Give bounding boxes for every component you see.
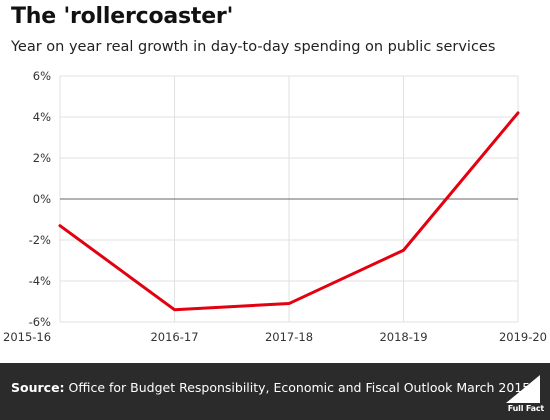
footer-bar: Source: Office for Budget Responsibility… — [0, 363, 550, 420]
source-text: Office for Budget Responsibility, Econom… — [64, 380, 531, 395]
axis-labels: 6% 4% 2% 0% -2% -4% -6%2015-16 2016-17 2017-18 20… — [3, 69, 547, 344]
x-tick-label: 2016-17 — [150, 330, 198, 344]
y-tick-label: 2% — [33, 151, 51, 165]
x-tick-label: 2018-19 — [379, 330, 427, 344]
logo-text: Full Fact — [507, 404, 544, 413]
y-tick-label: -2% — [29, 233, 51, 247]
chart-title: The 'rollercoaster' — [11, 4, 234, 29]
series-layer — [58, 111, 520, 312]
full-fact-logo-icon — [506, 375, 540, 403]
chart-subtitle: Year on year real growth in day-to-day s… — [11, 39, 496, 55]
y-tick-label: -4% — [29, 274, 51, 288]
y-tick-label: 0% — [33, 192, 51, 206]
y-tick-label: -6% — [29, 315, 51, 329]
x-tick-label: 2015-16 — [3, 330, 51, 344]
y-tick-label: 4% — [33, 110, 51, 124]
series-line — [58, 111, 520, 312]
line-chart: 6% 4% 2% 0% -2% -4% -6%2015-16 2016-17 2017-18 20… — [3, 69, 547, 344]
x-tick-label: 2019-20 — [499, 330, 547, 344]
source-label: Source: — [11, 380, 65, 395]
x-tick-label: 2017-18 — [265, 330, 313, 344]
grid-layer — [59, 75, 519, 323]
y-tick-label: 6% — [33, 69, 51, 83]
source-note: Source: Office for Budget Responsibility… — [11, 380, 530, 395]
